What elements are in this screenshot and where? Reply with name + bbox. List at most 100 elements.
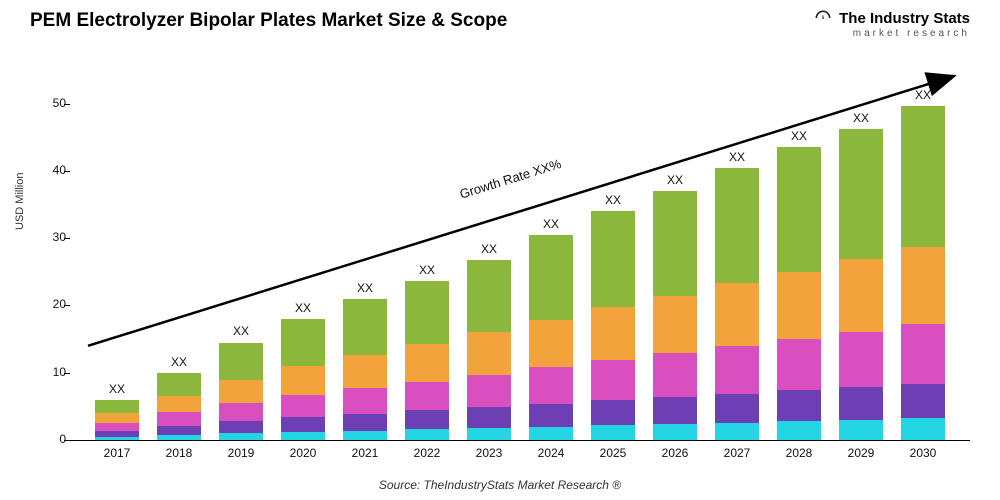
bar-segment: [157, 435, 201, 440]
bar-segment: [281, 366, 325, 395]
bar-segment: [777, 390, 821, 421]
logo-line1: The Industry Stats: [813, 8, 970, 28]
bar-segment: [529, 367, 573, 403]
bar-segment: [715, 423, 759, 440]
bar-segment: [591, 211, 635, 307]
bar-segment: [219, 421, 263, 433]
bar-group: [343, 299, 387, 440]
bar-group: [715, 168, 759, 440]
bar-value-label: XX: [839, 111, 883, 125]
bar-group: [95, 400, 139, 440]
gauge-icon: [813, 8, 833, 28]
bar-segment: [281, 417, 325, 432]
bar-segment: [653, 397, 697, 424]
bar-segment: [281, 395, 325, 417]
bar-segment: [777, 421, 821, 440]
bar-segment: [467, 407, 511, 428]
bar-segment: [591, 307, 635, 359]
x-category-label: 2019: [219, 446, 263, 460]
bar-group: [591, 211, 635, 440]
brand-logo: The Industry Stats market research: [813, 8, 970, 39]
bar-segment: [653, 296, 697, 353]
bar-segment: [777, 272, 821, 339]
bar-value-label: XX: [95, 382, 139, 396]
bar-value-label: XX: [653, 173, 697, 187]
bar-segment: [901, 418, 945, 440]
bar-value-label: XX: [529, 217, 573, 231]
bar-value-label: XX: [777, 129, 821, 143]
bar-segment: [839, 129, 883, 259]
bar-segment: [653, 424, 697, 440]
bar-value-label: XX: [343, 281, 387, 295]
bar-segment: [343, 414, 387, 431]
bar-value-label: XX: [405, 263, 449, 277]
bar-value-label: XX: [591, 193, 635, 207]
x-category-label: 2022: [405, 446, 449, 460]
bar-segment: [529, 427, 573, 440]
bar-segment: [467, 260, 511, 333]
bar-segment: [95, 423, 139, 431]
bar-group: [529, 235, 573, 440]
chart-title: PEM Electrolyzer Bipolar Plates Market S…: [30, 10, 507, 32]
y-tick-label: 40: [40, 163, 66, 177]
bar-segment: [777, 339, 821, 390]
bar-segment: [839, 259, 883, 332]
bar-segment: [95, 437, 139, 440]
x-axis-line: [70, 440, 970, 441]
bar-segment: [529, 404, 573, 427]
bar-segment: [157, 426, 201, 435]
bar-value-label: XX: [715, 150, 759, 164]
bar-group: [901, 106, 945, 440]
bar-segment: [653, 191, 697, 296]
x-category-label: 2025: [591, 446, 635, 460]
bar-segment: [405, 410, 449, 429]
bar-segment: [901, 106, 945, 247]
logo-sub: market research: [813, 28, 970, 39]
bar-segment: [715, 346, 759, 394]
bar-group: [405, 281, 449, 440]
bar-segment: [839, 332, 883, 387]
bar-segment: [715, 394, 759, 423]
bar-segment: [405, 429, 449, 440]
bar-segment: [281, 432, 325, 440]
bar-value-label: XX: [281, 301, 325, 315]
bar-segment: [467, 375, 511, 407]
bar-segment: [839, 387, 883, 420]
bar-segment: [343, 388, 387, 414]
source-caption: Source: TheIndustryStats Market Research…: [0, 478, 1000, 492]
x-category-label: 2024: [529, 446, 573, 460]
x-category-label: 2021: [343, 446, 387, 460]
bar-group: [839, 129, 883, 440]
y-tick-label: 20: [40, 297, 66, 311]
bar-value-label: XX: [467, 242, 511, 256]
y-tick-label: 10: [40, 365, 66, 379]
bar-segment: [219, 433, 263, 440]
bar-segment: [343, 299, 387, 355]
bar-segment: [901, 247, 945, 324]
x-category-label: 2028: [777, 446, 821, 460]
x-category-label: 2026: [653, 446, 697, 460]
x-category-label: 2017: [95, 446, 139, 460]
x-category-label: 2020: [281, 446, 325, 460]
bar-segment: [715, 283, 759, 346]
bar-segment: [715, 168, 759, 283]
bar-segment: [839, 420, 883, 440]
x-category-label: 2030: [901, 446, 945, 460]
bar-segment: [405, 344, 449, 382]
bar-segment: [591, 360, 635, 400]
bar-group: [281, 319, 325, 440]
bar-group: [653, 191, 697, 440]
y-tick-label: 0: [40, 432, 66, 446]
bar-value-label: XX: [219, 324, 263, 338]
bar-group: [157, 373, 201, 440]
bar-segment: [467, 428, 511, 440]
bar-value-label: XX: [157, 355, 201, 369]
bar-value-label: XX: [901, 88, 945, 102]
bar-segment: [467, 332, 511, 374]
y-axis-label: USD Million: [14, 173, 26, 230]
x-category-label: 2027: [715, 446, 759, 460]
bar-segment: [219, 380, 263, 404]
bar-segment: [343, 355, 387, 389]
bar-segment: [405, 382, 449, 411]
bar-segment: [901, 384, 945, 419]
